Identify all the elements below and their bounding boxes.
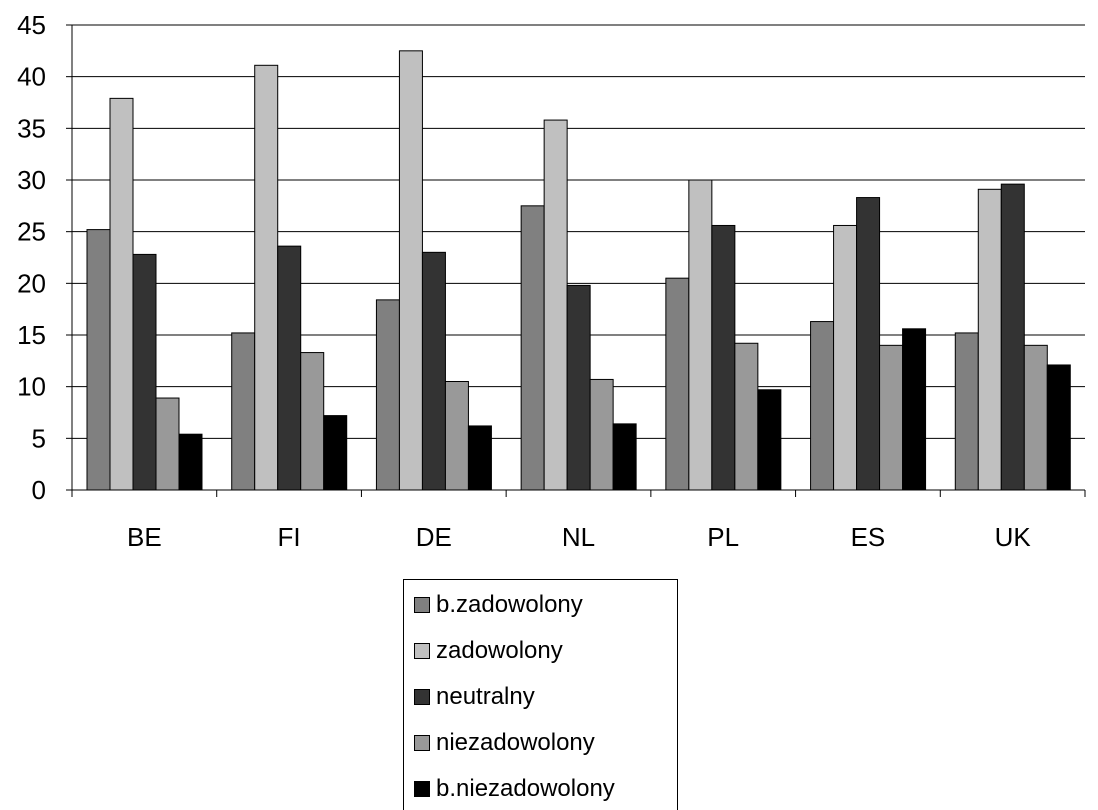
legend-swatch <box>414 781 430 797</box>
legend-label: neutralny <box>436 683 535 710</box>
bar <box>589 378 614 491</box>
legend-swatch <box>414 597 430 613</box>
bar <box>711 224 736 491</box>
legend-item-neutralny: neutralny <box>414 683 535 711</box>
bar <box>86 229 111 491</box>
bar <box>543 119 568 491</box>
bar <box>520 205 545 491</box>
bar <box>444 381 469 491</box>
bar <box>178 433 203 491</box>
bar <box>977 188 1002 491</box>
tick-labels: 0 5 10 15 20 25 30 35 40 45 BE FI DE NL PL ES UK <box>17 10 1031 552</box>
bar <box>1046 364 1071 491</box>
y-tick-label: 0 <box>32 475 46 505</box>
bar <box>566 284 591 491</box>
x-tick-label: BE <box>127 522 162 552</box>
axes <box>66 24 1086 497</box>
legend-swatch <box>414 735 430 751</box>
bar <box>231 332 256 491</box>
bar <box>300 352 325 491</box>
bar <box>902 328 927 491</box>
bar <box>254 64 279 491</box>
legend-item-b-zadowolony: b.zadowolony <box>414 591 583 619</box>
legend-item-b-niezadowolony: b.niezadowolony <box>414 775 615 803</box>
y-tick-label: 45 <box>17 10 46 40</box>
bar <box>398 50 423 491</box>
x-tick-label: FI <box>278 522 301 552</box>
legend-swatch <box>414 689 430 705</box>
y-tick-label: 25 <box>17 217 46 247</box>
x-tick-label: NL <box>562 522 595 552</box>
y-tick-label: 10 <box>17 372 46 402</box>
bar <box>155 397 180 491</box>
bar <box>665 277 690 491</box>
bar <box>132 253 157 491</box>
bar <box>1023 344 1048 491</box>
bar <box>375 299 400 491</box>
legend-label: zadowolony <box>436 637 563 664</box>
legend-swatch <box>414 643 430 659</box>
y-tick-label: 5 <box>32 423 46 453</box>
y-tick-label: 30 <box>17 165 46 195</box>
legend-item-niezadowolony: niezadowolony <box>414 729 595 757</box>
bar <box>323 415 348 491</box>
legend-label: b.niezadowolony <box>436 775 615 802</box>
legend-label: niezadowolony <box>436 729 595 756</box>
bar <box>833 224 858 491</box>
bar <box>612 423 637 491</box>
y-tick-label: 15 <box>17 320 46 350</box>
bars <box>86 50 1071 491</box>
bar <box>734 342 759 491</box>
bar <box>954 332 979 491</box>
bar <box>879 344 904 491</box>
x-tick-label: UK <box>995 522 1032 552</box>
legend: b.zadowolony zadowolony neutralny niezad… <box>403 579 678 810</box>
bar-chart-svg: 0 5 10 15 20 25 30 35 40 45 BE FI DE NL PL ES UK <box>17 10 1086 552</box>
bar <box>277 245 302 491</box>
bar <box>1000 183 1025 491</box>
bar <box>109 97 134 491</box>
x-tick-label: ES <box>851 522 886 552</box>
bar <box>810 321 835 491</box>
bar <box>688 179 713 491</box>
x-tick-label: PL <box>707 522 739 552</box>
x-tick-label: DE <box>416 522 452 552</box>
bar <box>856 197 881 491</box>
y-tick-label: 40 <box>17 62 46 92</box>
y-tick-label: 20 <box>17 268 46 298</box>
legend-label: b.zadowolony <box>436 591 583 618</box>
legend-item-zadowolony: zadowolony <box>414 637 563 665</box>
bar <box>467 425 492 491</box>
y-tick-label: 35 <box>17 113 46 143</box>
bar <box>757 389 782 491</box>
bar <box>421 251 446 491</box>
